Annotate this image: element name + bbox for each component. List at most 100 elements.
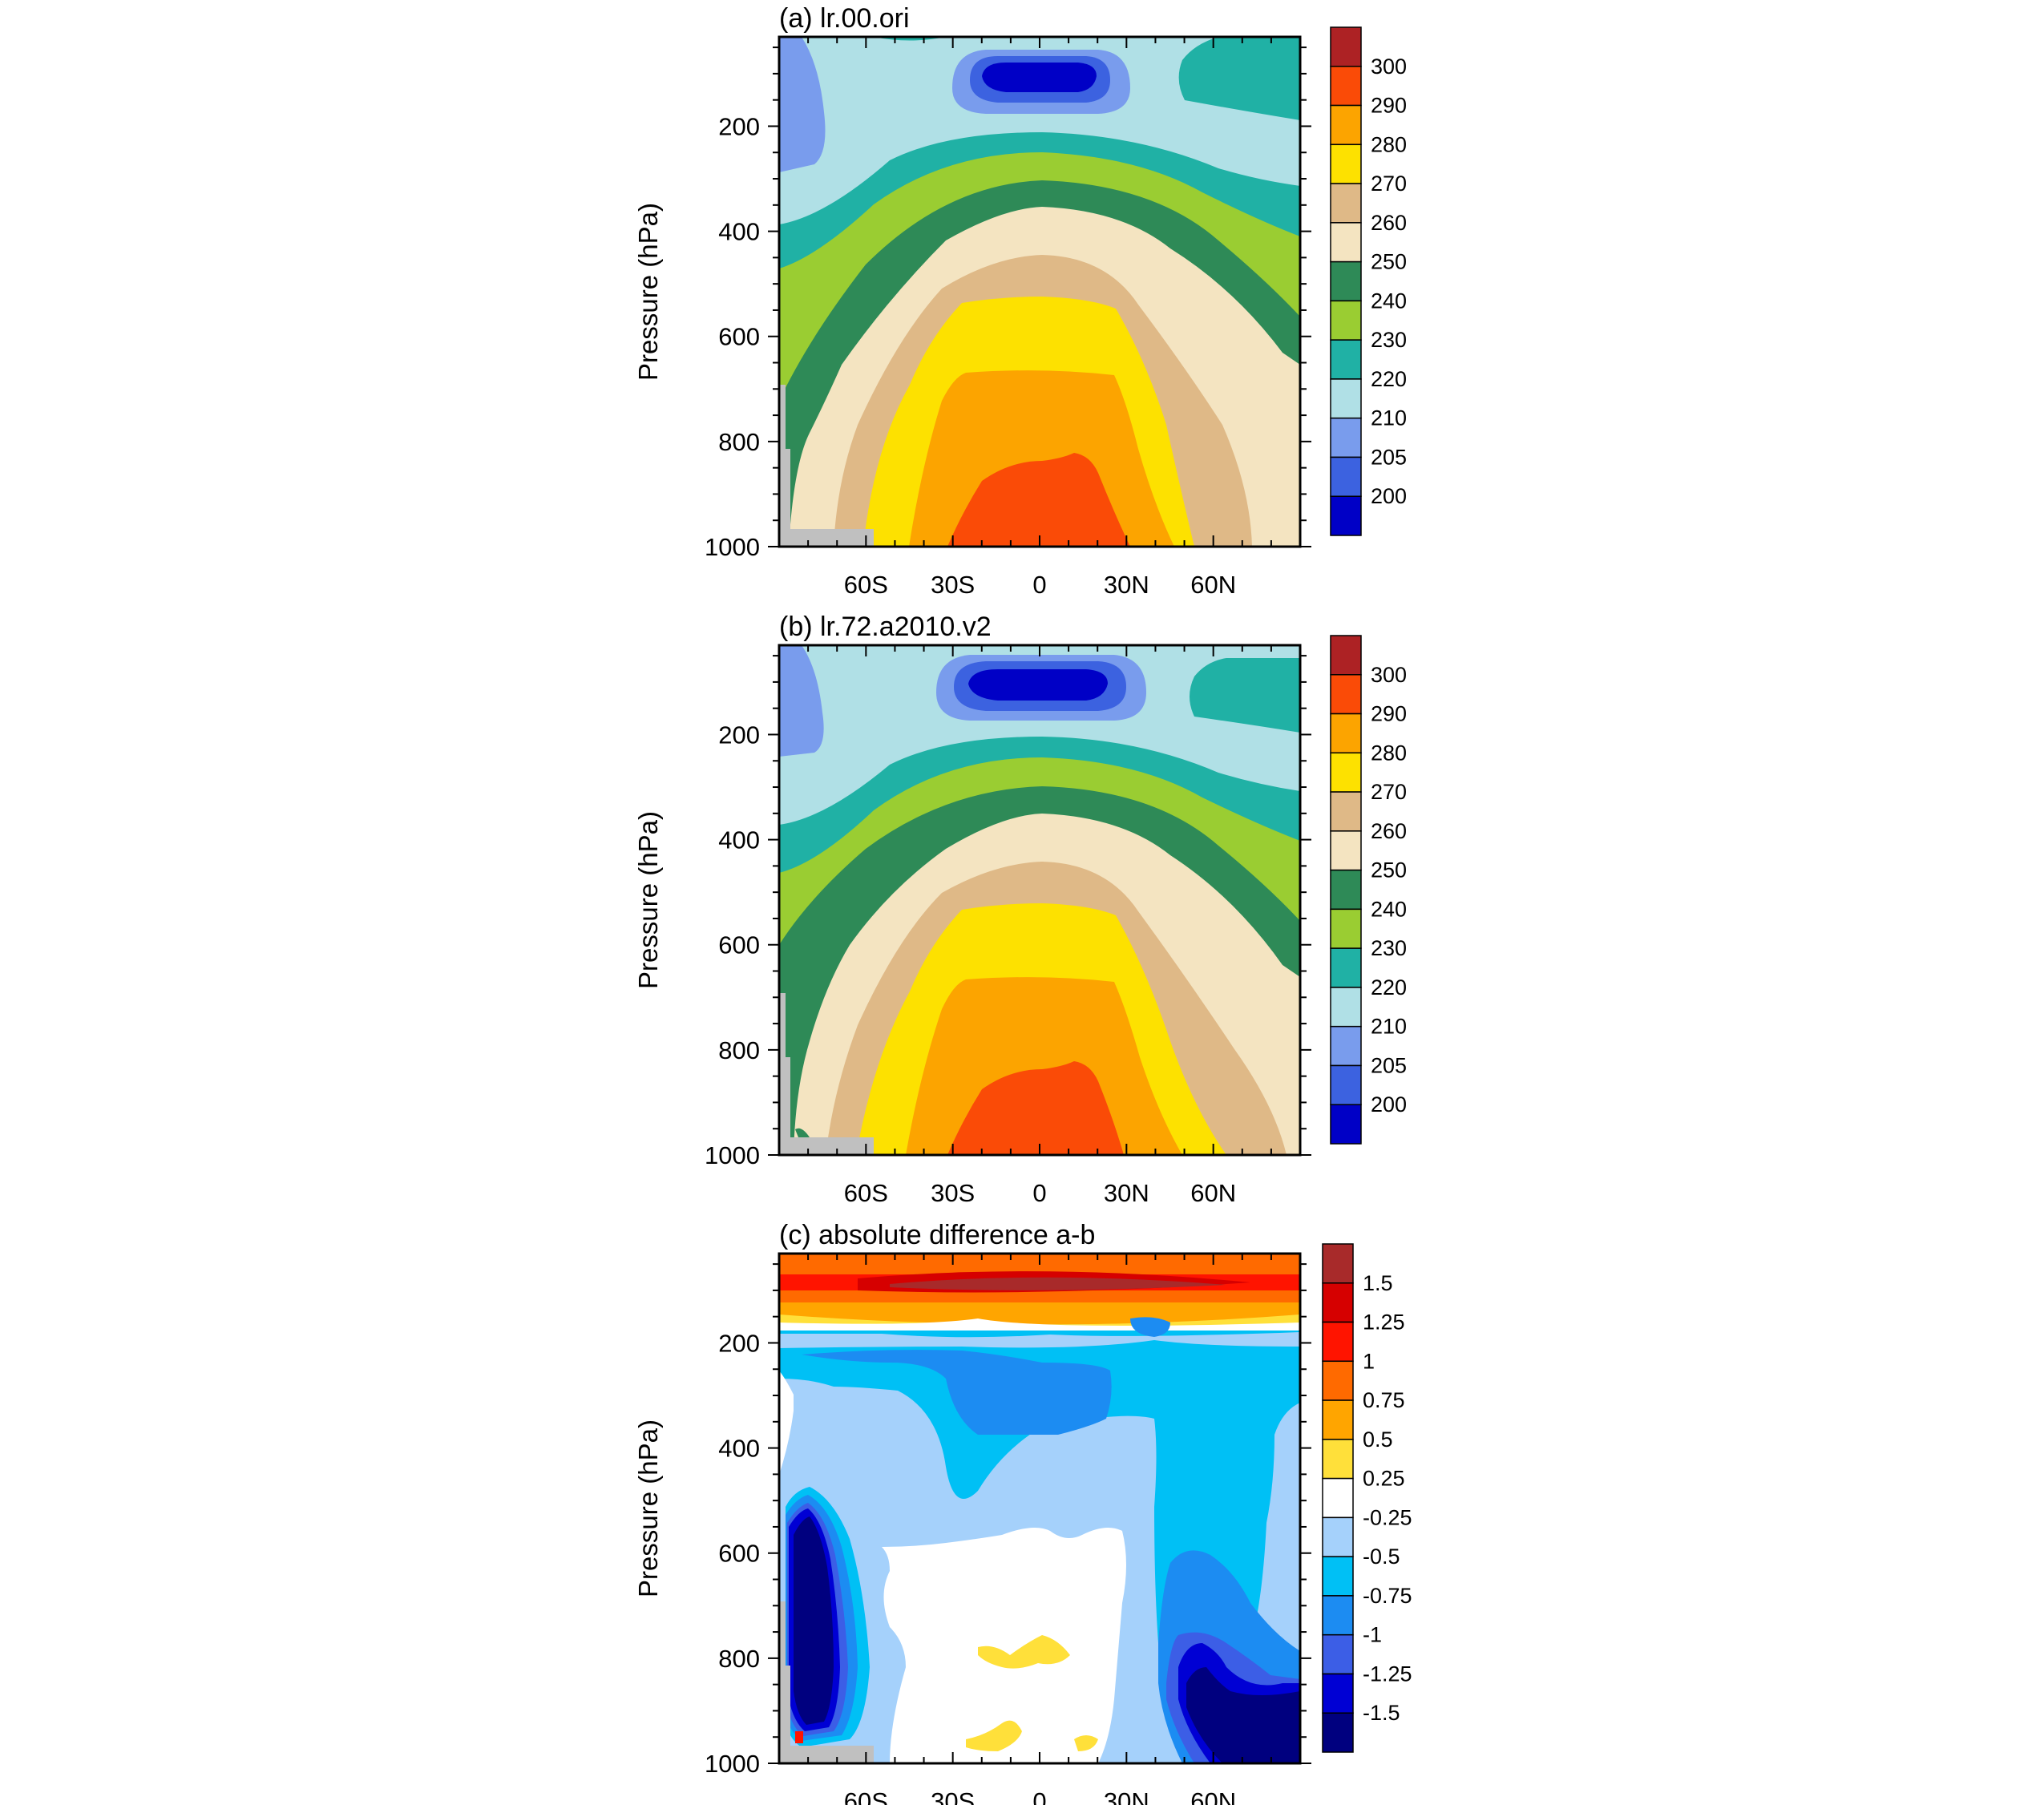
colorbar-swatch	[1330, 635, 1362, 676]
y-tick-label: 800	[718, 1036, 760, 1064]
panel-a-title: (a) lr.00.ori	[779, 3, 910, 34]
contour-205-left	[779, 645, 824, 757]
contour-neg1	[802, 1350, 1112, 1435]
colorbar-label: 280	[1371, 741, 1407, 765]
contour-025-patch-2	[966, 1720, 1022, 1751]
x-tick-label: 60S	[844, 571, 888, 599]
panel-a: (a) lr.00.ori 60S 30S 0 30N 60N 200 400 600 800 1…	[633, 3, 1407, 599]
panel-b-axes: 60S 30S 0 30N 60N 200 400 600 800 1000	[705, 645, 1311, 1207]
colorbar-swatch	[1330, 791, 1362, 832]
colorbar-label: 1	[1363, 1349, 1375, 1373]
colorbar-label: 300	[1371, 55, 1407, 79]
panel-b-colorbar: 300 290 280 270 260 250 240 230 220 210 205 200	[1330, 635, 1407, 1145]
colorbar-swatch	[1330, 260, 1362, 302]
colorbar-swatch	[1330, 947, 1362, 988]
x-tick-label: 60S	[844, 1787, 888, 1805]
contour-025-patch-1	[978, 1635, 1070, 1669]
contour-200-core	[982, 63, 1097, 92]
contour-025-patch-3	[1074, 1735, 1098, 1751]
y-tick-label: 400	[718, 826, 760, 854]
colorbar-label: 230	[1371, 936, 1407, 960]
colorbar-swatch	[1322, 1360, 1354, 1401]
colorbar-label: -1.25	[1363, 1662, 1412, 1686]
contour-05-band	[779, 1302, 1300, 1325]
colorbar-swatch	[1322, 1321, 1354, 1363]
colorbar-label: -0.75	[1363, 1584, 1412, 1608]
x-tick-label: 30S	[931, 1179, 975, 1207]
contour-pos-sh-sfc	[795, 1731, 803, 1743]
panel-c-axes: 60S 30S 0 30N 60N 200 400 600 800 1000	[705, 1254, 1311, 1805]
colorbar-label: 290	[1371, 702, 1407, 726]
colorbar-swatch	[1330, 674, 1362, 715]
colorbar-swatch	[1322, 1633, 1354, 1675]
panel-b-title: (b) lr.72.a2010.v2	[779, 612, 992, 642]
colorbar-swatch	[1330, 456, 1362, 497]
colorbar-label: 250	[1371, 250, 1407, 274]
x-tick-label: 30N	[1104, 1787, 1149, 1805]
panel-c-title: (c) absolute difference a-b	[779, 1220, 1095, 1250]
colorbar-swatch	[1330, 339, 1362, 380]
contour-zero-sh-edge	[779, 1371, 794, 1475]
colorbar-swatch	[1330, 987, 1362, 1028]
colorbar-label: 300	[1371, 663, 1407, 687]
colorbar-label: 1.25	[1363, 1310, 1405, 1335]
colorbar-swatch	[1330, 300, 1362, 341]
colorbar-swatch	[1322, 1595, 1354, 1636]
colorbar-label: 290	[1371, 94, 1407, 118]
y-tick-label: 800	[718, 1645, 760, 1673]
contour-205-left	[779, 37, 826, 172]
panel-a-colorbar: 300 290 280 270 260 250 240 230 220 210 205 200	[1330, 26, 1407, 536]
x-tick-label: 30N	[1104, 1179, 1149, 1207]
missing-data-mask	[779, 993, 874, 1155]
y-tick-label: 1000	[705, 1750, 760, 1778]
colorbar-swatch	[1322, 1516, 1354, 1557]
panel-c-colorbar: 1.5 1.25 1 0.75 0.5 0.25 -0.25 -0.5 -0.75 -1 -1.25…	[1322, 1243, 1412, 1753]
colorbar-swatch	[1330, 869, 1362, 911]
colorbar-label: 200	[1371, 1092, 1407, 1117]
panel-c-ylabel: Pressure (hPa)	[633, 1419, 663, 1597]
colorbar-label: 0.75	[1363, 1388, 1405, 1412]
x-tick-label: 30S	[931, 1787, 975, 1805]
contour-220-top-right	[1190, 658, 1300, 733]
x-tick-label: 30S	[931, 571, 975, 599]
colorbar-label: 280	[1371, 132, 1407, 156]
panel-b-ylabel: Pressure (hPa)	[633, 811, 663, 989]
x-tick-label: 60N	[1190, 1787, 1236, 1805]
y-tick-label: 200	[718, 721, 760, 749]
colorbar-label: 250	[1371, 858, 1407, 882]
colorbar-swatch	[1330, 222, 1362, 263]
colorbar-label: 260	[1371, 211, 1407, 235]
colorbar-swatch	[1330, 183, 1362, 224]
y-tick-label: 1000	[705, 533, 760, 561]
contour-15-core	[890, 1277, 1226, 1290]
colorbar-label: 260	[1371, 819, 1407, 843]
colorbar-swatch	[1330, 495, 1362, 536]
y-tick-label: 400	[718, 218, 760, 246]
contour-290	[947, 1061, 1124, 1155]
colorbar-label: 270	[1371, 780, 1407, 804]
y-tick-label: 600	[718, 323, 760, 351]
contour-neg15-nh-b	[1186, 1667, 1300, 1763]
colorbar-label: 205	[1371, 445, 1407, 469]
colorbar-label: 220	[1371, 975, 1407, 999]
contour-240-sfc-patch	[795, 1128, 810, 1145]
colorbar-label: 210	[1371, 1015, 1407, 1039]
panel-b: (b) lr.72.a2010.v2 60S 3	[633, 612, 1407, 1207]
x-tick-label: 60N	[1190, 571, 1236, 599]
contour-290	[947, 453, 1130, 547]
colorbar-label: 1.5	[1363, 1271, 1393, 1295]
colorbar-swatch	[1322, 1673, 1354, 1714]
contour-220-top-right	[1178, 37, 1300, 120]
colorbar-swatch	[1330, 26, 1362, 67]
colorbar-swatch	[1322, 1712, 1354, 1753]
y-tick-label: 200	[718, 1329, 760, 1357]
colorbar-swatch	[1330, 1025, 1362, 1067]
colorbar-label: -0.5	[1363, 1545, 1400, 1569]
y-tick-label: 200	[718, 112, 760, 140]
x-tick-label: 60N	[1190, 1179, 1236, 1207]
colorbar-label: 270	[1371, 172, 1407, 196]
colorbar-label: -1	[1363, 1623, 1382, 1647]
y-tick-label: 1000	[705, 1141, 760, 1169]
y-tick-label: 600	[718, 1540, 760, 1568]
colorbar-swatch	[1330, 1104, 1362, 1145]
